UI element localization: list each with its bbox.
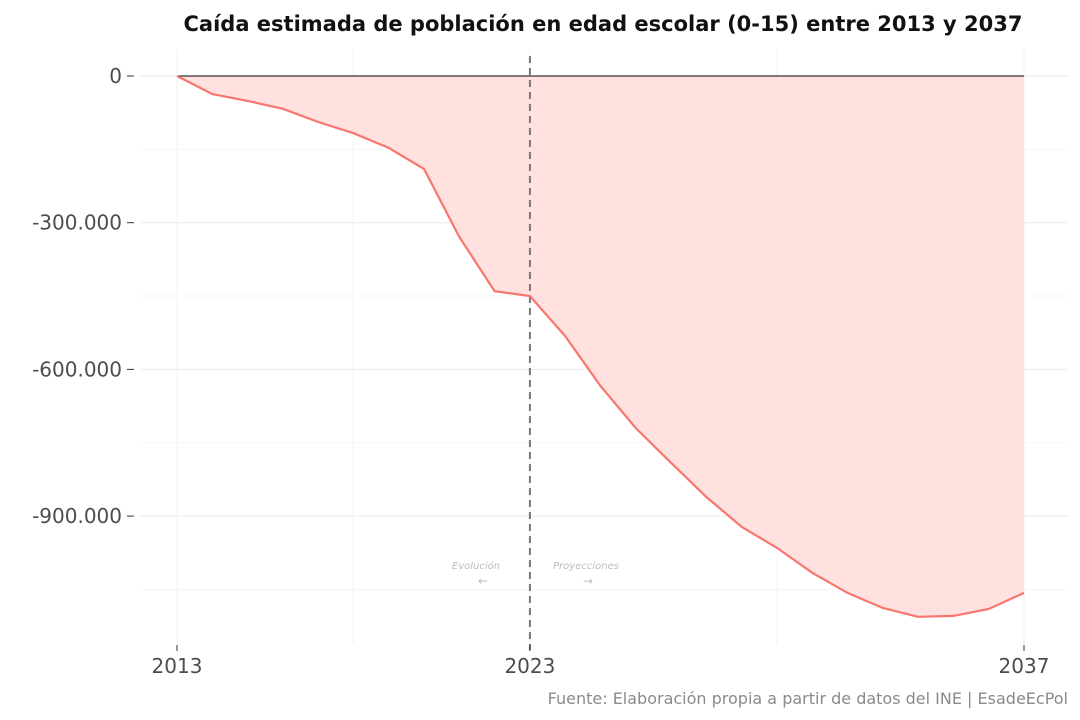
area-fill bbox=[177, 76, 1024, 617]
x-tick-label: 2023 bbox=[504, 654, 555, 678]
chart-title: Caída estimada de población en edad esco… bbox=[184, 12, 1023, 36]
x-tick-label: 2013 bbox=[152, 654, 203, 678]
annotation-evolucion-arrow: ← bbox=[478, 574, 488, 588]
annotation-proyecciones: Proyecciones bbox=[553, 561, 619, 572]
y-tick-label: -300.000 bbox=[32, 211, 122, 235]
y-tick-label: -600.000 bbox=[32, 357, 122, 381]
caption: Fuente: Elaboración propia a partir de d… bbox=[548, 689, 1068, 708]
y-tick-label: 0 bbox=[109, 64, 122, 88]
series-line bbox=[176, 75, 1025, 618]
x-tick-label: 2037 bbox=[999, 654, 1050, 678]
annotation-evolucion: Evolución bbox=[452, 560, 500, 572]
annotation-proyecciones-arrow: → bbox=[583, 574, 593, 588]
y-tick-label: -900.000 bbox=[32, 504, 122, 528]
